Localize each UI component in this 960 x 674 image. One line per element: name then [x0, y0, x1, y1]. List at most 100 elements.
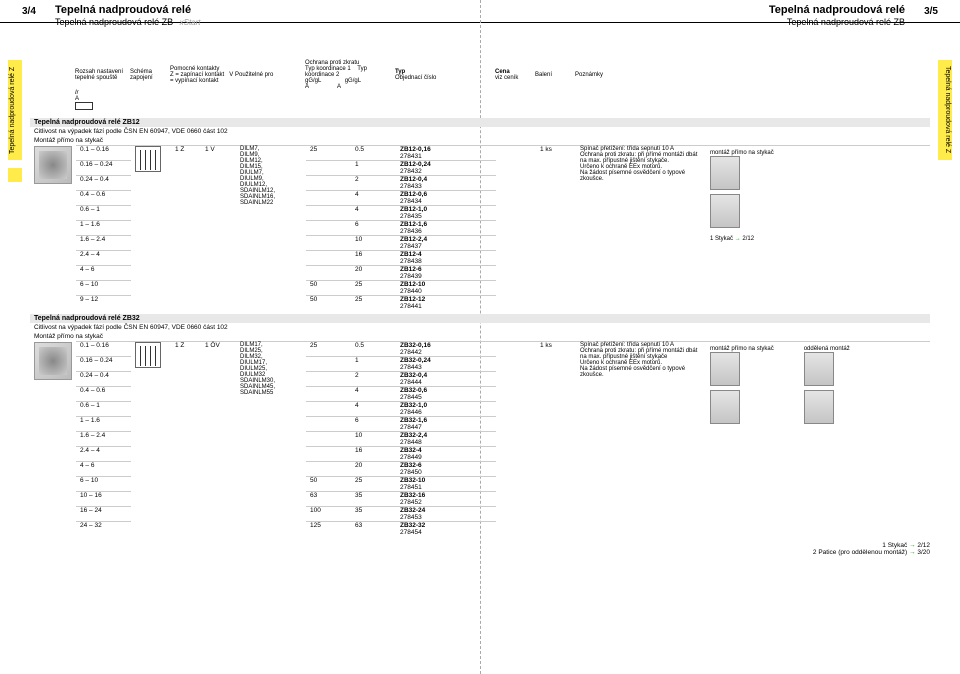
- column-headers: Rozsah nastavení tepelné spouště Schéma …: [30, 60, 930, 112]
- cell-k1: 50: [306, 296, 351, 311]
- side-tab-left-icon: [8, 168, 22, 182]
- hdr-contacts: Pomocné kontakty Z = zapínací kontakt V …: [170, 60, 235, 90]
- section-zb32-note2: Montáž přímo na stykač: [30, 332, 930, 341]
- cell-v: 1 V: [201, 146, 236, 311]
- subtitle-left: Tepelná nadproudová relé ZB xStart: [55, 17, 201, 27]
- cell-k2: 1: [351, 161, 396, 176]
- cell-k1: 125: [306, 522, 351, 537]
- cell-type: ZB12-0,16278431: [396, 146, 496, 161]
- cell-k1: 25: [306, 146, 351, 161]
- table-row: 0.1 – 0.161 Z1 ÖVDILM17,DILM25,DILM32,DI…: [30, 342, 930, 357]
- hdr-range: Rozsah nastavení tepelné spouště: [75, 60, 130, 90]
- cell-k1: [306, 206, 351, 221]
- page-number-right: 3/5: [924, 6, 938, 17]
- wiring-schema: [135, 342, 161, 368]
- cell-type: ZB12-6278439: [396, 266, 496, 281]
- cell-k2: 4: [351, 191, 396, 206]
- cell-range: 4 – 6: [76, 266, 131, 281]
- hdr-price: Cena viz ceník: [495, 60, 535, 90]
- subtitle-right: Tepelná nadproudová relé ZB: [787, 17, 905, 27]
- cell-k1: 25: [306, 342, 351, 357]
- cell-k1: [306, 221, 351, 236]
- device-photo: [710, 352, 740, 386]
- cell-range: 2.4 – 4: [76, 251, 131, 266]
- hdr-prot-a1: A: [305, 84, 309, 90]
- cell-k2: 4: [351, 387, 396, 402]
- content-area: Rozsah nastavení tepelné spouště Schéma …: [30, 60, 930, 556]
- cell-mount-imgs: montáž přímo na stykačoddělená montáž: [706, 342, 930, 537]
- cell-type: ZB32-10278451: [396, 477, 496, 492]
- device-photo: [710, 194, 740, 228]
- cell-k2: 16: [351, 447, 396, 462]
- hdr-price-sub: viz ceník: [495, 75, 518, 81]
- cell-range: 1 – 1.6: [76, 417, 131, 432]
- cell-type: ZB32-24278453: [396, 507, 496, 522]
- cell-k2: 6: [351, 221, 396, 236]
- cell-type: ZB12-0,6278434: [396, 191, 496, 206]
- cell-k1: [306, 266, 351, 281]
- arrow-icon: →: [909, 549, 916, 556]
- cell-k2: 25: [351, 477, 396, 492]
- cell-k1: [306, 447, 351, 462]
- cell-compat: DILM17,DILM25,DILM32,DIULM17,DIULM25,DIU…: [236, 342, 306, 537]
- cell-range: 2.4 – 4: [76, 447, 131, 462]
- hdr-pack: Balení: [535, 60, 575, 90]
- hdr-prot-a2: A: [337, 84, 341, 90]
- cell-type: ZB32-0,16278442: [396, 342, 496, 357]
- wiring-schema: [135, 146, 161, 172]
- cell-type: ZB32-1,0278446: [396, 402, 496, 417]
- cell-k2: 2: [351, 372, 396, 387]
- hdr-notes: Poznámky: [575, 60, 930, 90]
- cell-z: 1 Z: [171, 146, 201, 311]
- zb32-footer2: 2 Patice (pro oddělenou montáž): [813, 549, 907, 556]
- cell-range: 4 – 6: [76, 462, 131, 477]
- zb12-table: 0.1 – 0.16 1 Z1 VDILM7,DILM9,DILM12,DILM1…: [30, 145, 930, 310]
- hdr-schema: Schéma zapojení: [130, 60, 170, 90]
- cell-k2: 25: [351, 281, 396, 296]
- cell-k1: [306, 402, 351, 417]
- cell-type: ZB12-1,6278436: [396, 221, 496, 236]
- cell-right-notes: Spínač přetížení: třída sepnutí 10 AOchr…: [576, 342, 706, 537]
- arrow-icon: →: [909, 542, 916, 549]
- cell-k1: [306, 387, 351, 402]
- cell-k2: 4: [351, 206, 396, 221]
- cell-type: ZB12-0,24278432: [396, 161, 496, 176]
- side-tab-left: Tepelná nadproudová relé Z: [8, 60, 22, 160]
- cell-k2: 35: [351, 507, 396, 522]
- cell-range: 0.1 – 0.16: [76, 146, 131, 161]
- cell-k1: [306, 251, 351, 266]
- cell-k1: [306, 432, 351, 447]
- cell-type: ZB32-4278449: [396, 447, 496, 462]
- cell-k1: 50: [306, 477, 351, 492]
- cell-mount-imgs: montáž přímo na stykač1 Stykač → 2/12: [706, 146, 930, 311]
- cell-range: 0.6 – 1: [76, 206, 131, 221]
- cell-type: ZB12-10278440: [396, 281, 496, 296]
- cell-type: ZB32-32278454: [396, 522, 496, 537]
- device-photo: [34, 342, 72, 380]
- cell-range: 0.1 – 0.16: [76, 342, 131, 357]
- title-right: Tepelná nadproudová relé: [769, 4, 905, 16]
- cell-type: ZB12-1,0278435: [396, 206, 496, 221]
- cell-range: 24 – 32: [76, 522, 131, 537]
- cell-range: 6 – 10: [76, 477, 131, 492]
- cell-type: ZB12-12278441: [396, 296, 496, 311]
- cell-type: ZB32-16278452: [396, 492, 496, 507]
- cell-compat: DILM7,DILM9,DILM12,DILM15,DIULM7,DIULM9,…: [236, 146, 306, 311]
- cell-range: 1 – 1.6: [76, 221, 131, 236]
- device-photo: [34, 146, 72, 184]
- hdr-prot-gg2: gG/gL: [345, 78, 361, 84]
- device-photo: [710, 390, 740, 424]
- cell-k2: 16: [351, 251, 396, 266]
- zb32-footer1ref: 2/12: [917, 542, 930, 549]
- hdr-type-sub: Objednací číslo: [395, 75, 436, 81]
- section-zb12-note2: Montáž přímo na stykač: [30, 136, 930, 145]
- cell-k1: [306, 191, 351, 206]
- section-zb32-note1: Citlivost na výpadek fází podle ČSN EN 6…: [30, 323, 930, 332]
- side-tab-right: Tepelná nadproudová relé Z: [938, 60, 952, 160]
- cell-type: ZB12-0,4278433: [396, 176, 496, 191]
- cell-k2: 25: [351, 296, 396, 311]
- section-zb32-title: Tepelná nadproudová relé ZB32: [30, 314, 930, 323]
- cell-range: 16 – 24: [76, 507, 131, 522]
- cell-range: 0.4 – 0.6: [76, 191, 131, 206]
- cell-k2: 1: [351, 357, 396, 372]
